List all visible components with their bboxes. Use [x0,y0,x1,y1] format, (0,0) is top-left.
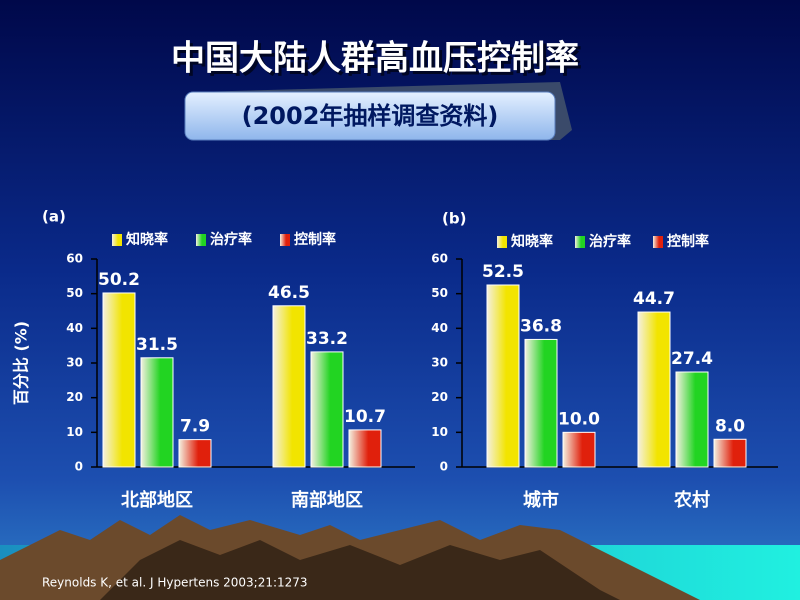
value-label: 8.0 [715,416,745,436]
x-tick-label: 农村 [673,489,710,511]
legend-swatch [196,234,206,246]
legend-label: 知晓率 [511,233,553,250]
y-tick-label: 50 [431,286,448,300]
y-tick-label: 0 [440,460,448,474]
y-tick-label: 60 [66,252,83,266]
value-label: 33.2 [306,329,348,349]
x-tick-label: 北部地区 [121,489,193,511]
bar [102,292,136,468]
chart-label: (a) [42,208,66,226]
legend-swatch [112,234,122,246]
bar [272,305,306,468]
mountain-shadow [100,540,620,600]
slide-subtitle: (2002年抽样调查资料) [242,102,499,130]
legend-swatch [653,236,663,248]
value-label: 31.5 [136,335,178,355]
legend-label: 知晓率 [126,231,168,248]
bar [310,351,344,468]
source: Reynolds K, et al. J Hypertens 2003;21:1… [42,576,308,590]
subtitle-box [184,91,556,141]
bar [486,284,520,468]
x-tick-label: 南部地区 [291,489,363,511]
legend-label: 治疗率 [589,233,631,250]
y-tick-label: 60 [431,252,448,266]
y-tick-label: 10 [66,425,83,439]
bar [140,357,174,468]
legend-label: 治疗率 [210,231,252,248]
bar [524,338,558,468]
y-tick-label: 20 [431,390,448,404]
bar [348,429,382,468]
legend-swatch [497,236,507,248]
value-label: 7.9 [180,417,210,437]
y-axis-label: 百分比 (%) [12,321,31,405]
value-label: 10.7 [344,407,386,427]
y-tick-label: 20 [66,390,83,404]
legend-label: 控制率 [667,233,709,250]
y-tick-label: 40 [66,321,83,335]
legend-swatch [280,234,290,246]
legend-label: 控制率 [294,231,336,248]
y-tick-label: 30 [66,356,83,370]
bar [713,438,747,468]
y-tick-label: 30 [431,356,448,370]
y-tick-label: 50 [66,286,83,300]
value-label: 46.5 [268,283,310,303]
value-label: 10.0 [558,409,600,429]
chart-label: (b) [442,210,466,228]
value-label: 52.5 [482,262,524,282]
bar [178,439,212,468]
slide-title: 中国大陆人群高血压控制率 [171,39,579,79]
y-tick-label: 10 [431,425,448,439]
x-tick-label: 城市 [523,489,559,511]
y-tick-label: 0 [75,460,83,474]
legend-swatch [575,236,585,248]
bar [675,371,709,468]
value-label: 44.7 [633,289,675,309]
bar [637,311,671,468]
value-label: 27.4 [671,349,713,369]
value-label: 36.8 [520,316,562,336]
value-label: 50.2 [98,270,140,290]
y-tick-label: 40 [431,321,448,335]
title-shadow: 中国大陆人群高血压控制率 [174,42,582,82]
bar [562,431,596,468]
